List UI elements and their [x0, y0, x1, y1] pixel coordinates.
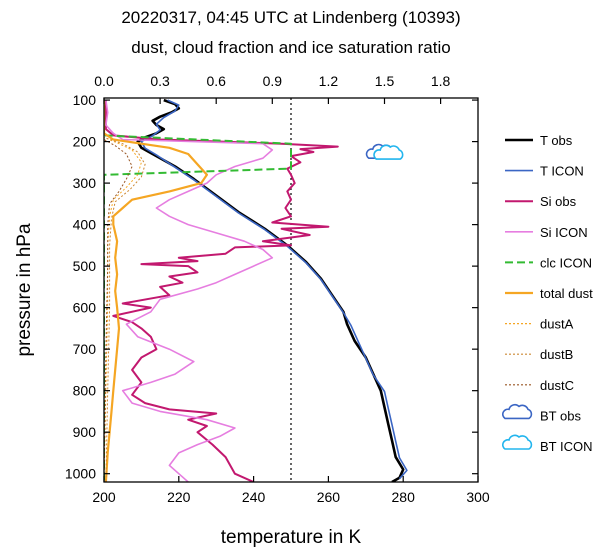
legend-label-7: dustB — [540, 347, 573, 362]
top-tick-label-6: 1.8 — [431, 73, 451, 89]
y-tick-label-7: 800 — [73, 383, 97, 399]
legend: T obs T ICON Si obs Si ICON clc ICON total du… — [502, 133, 593, 454]
chart-title: 20220317, 04:45 UTC at Lindenberg (10393… — [121, 8, 460, 27]
y-axis-label: pressure in hPa — [14, 223, 35, 357]
series-line-8 — [104, 100, 133, 482]
top-tick-label-5: 1.5 — [375, 73, 395, 89]
series-line-5 — [104, 100, 208, 482]
plot-area — [104, 98, 408, 482]
legend-label-6: dustA — [540, 317, 574, 332]
chart-subtitle: dust, cloud fraction and ice saturation … — [131, 38, 450, 57]
legend-label-1: T ICON — [540, 164, 584, 179]
bt-marker-1-shape — [373, 144, 404, 160]
y-tick-label-8: 900 — [73, 424, 97, 440]
y-tick-label-0: 100 — [73, 92, 97, 108]
y-tick-label-2: 300 — [73, 175, 97, 191]
legend-swatch-9-shape — [502, 403, 533, 420]
y-tick-label-6: 700 — [73, 341, 97, 357]
x-tick-label-2: 240 — [242, 489, 266, 505]
legend-label-2: Si obs — [540, 194, 577, 209]
legend-label-0: T obs — [540, 133, 573, 148]
x-axis-label: temperature in K — [221, 527, 362, 548]
series-line-6 — [104, 100, 142, 482]
top-tick-label-1: 0.3 — [150, 73, 170, 89]
series-line-0 — [136, 98, 405, 482]
legend-label-5: total dust — [540, 286, 593, 301]
top-tick-label-2: 0.6 — [206, 73, 226, 89]
y-tick-label-3: 400 — [73, 217, 97, 233]
legend-swatch-10 — [502, 434, 533, 450]
legend-label-8: dustC — [540, 378, 574, 393]
bt-marker-1 — [373, 144, 404, 160]
series-line-3 — [105, 99, 274, 482]
plot-frame — [103, 97, 479, 483]
x-tick-label-3: 260 — [317, 489, 341, 505]
y-tick-label-5: 600 — [73, 300, 97, 316]
x-tick-label-1: 220 — [167, 489, 191, 505]
legend-swatch-10-shape — [502, 434, 533, 450]
y-tick-label-4: 500 — [73, 258, 97, 274]
y-tick-label-1: 200 — [73, 134, 97, 150]
top-tick-label-4: 1.2 — [319, 73, 339, 89]
legend-label-9: BT obs — [540, 408, 581, 423]
axes: 200 220 240 260 280 300 0.0 0.3 0.6 0.9 1.2 1.5 1.8 1… — [65, 73, 490, 505]
series-line-2 — [104, 100, 339, 482]
x-tick-label-5: 300 — [466, 489, 490, 505]
legend-label-4: clc ICON — [540, 255, 592, 270]
legend-label-10: BT ICON — [540, 439, 593, 454]
x-tick-label-0: 200 — [92, 489, 116, 505]
legend-swatch-9 — [502, 403, 533, 420]
top-tick-label-0: 0.0 — [94, 73, 114, 89]
x-tick-label-4: 280 — [392, 489, 416, 505]
y-tick-label-9: 1000 — [65, 466, 96, 482]
legend-label-3: Si ICON — [540, 225, 588, 240]
top-tick-label-3: 0.9 — [263, 73, 283, 89]
series-line-4 — [104, 100, 292, 482]
